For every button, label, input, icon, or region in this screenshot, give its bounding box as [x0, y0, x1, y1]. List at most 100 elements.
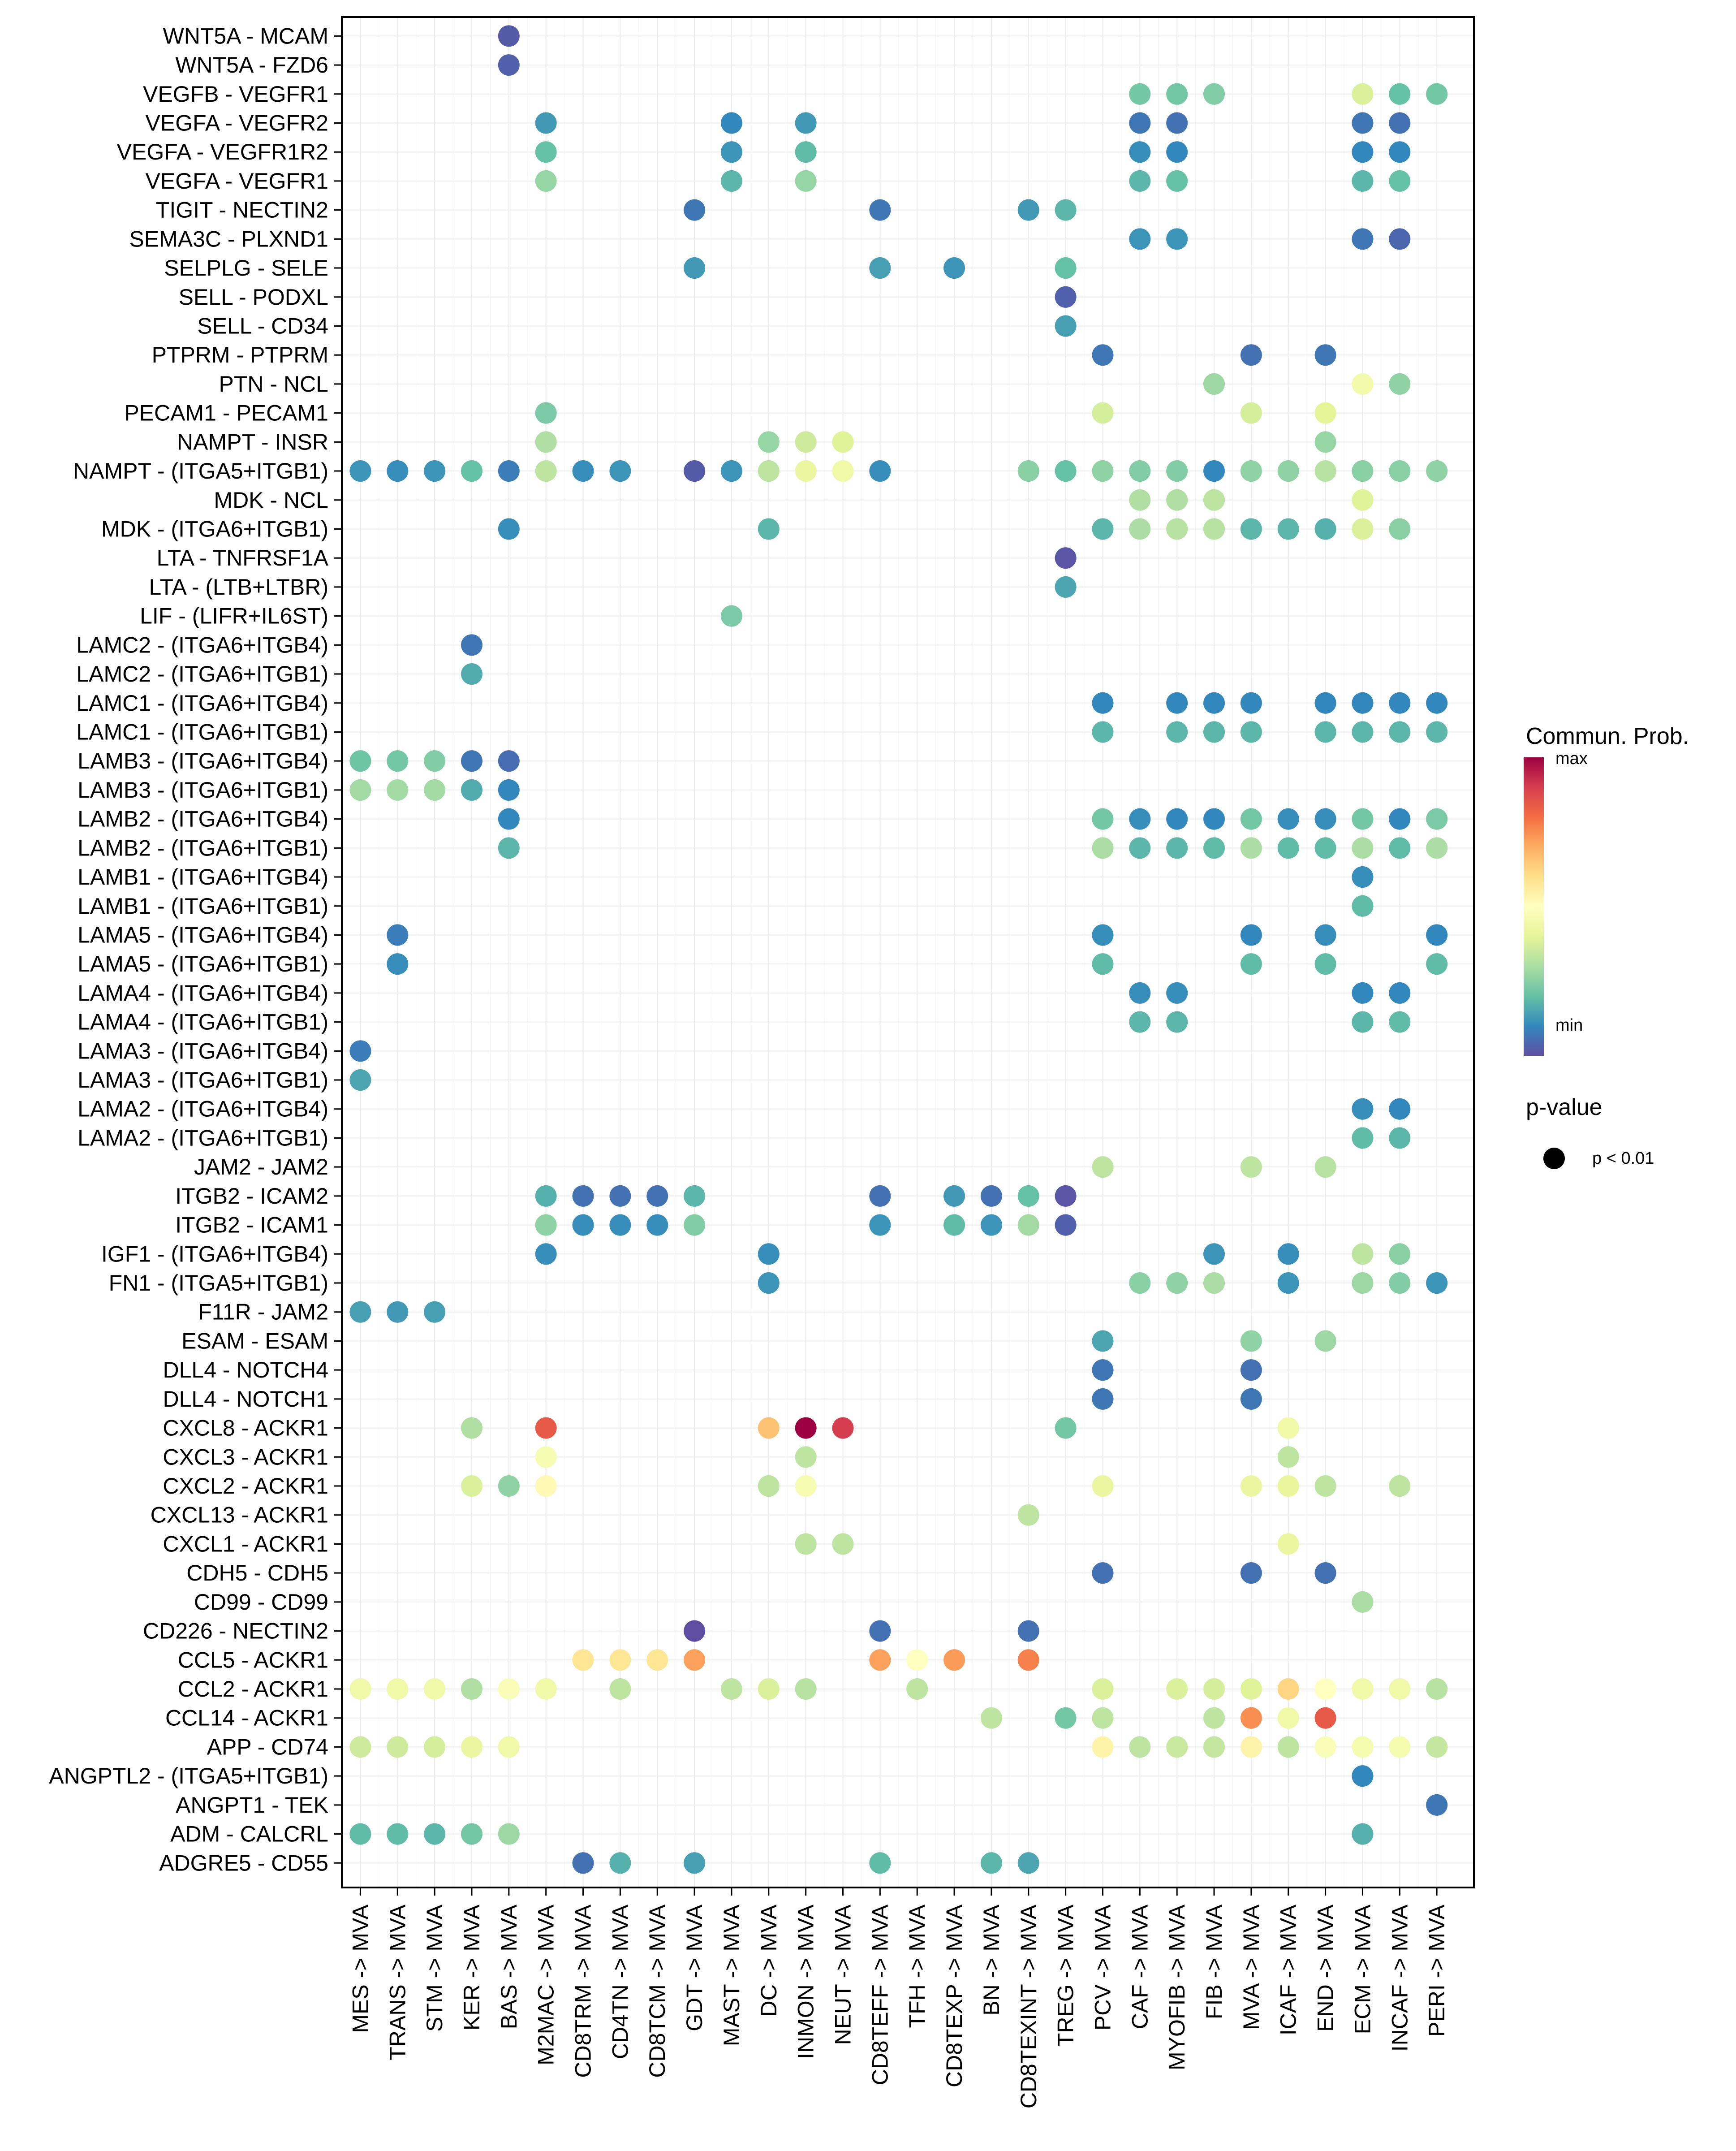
data-point	[1277, 1446, 1299, 1468]
data-point	[1017, 1852, 1039, 1874]
y-tick-label: PTN - NCL	[219, 371, 328, 397]
data-point	[758, 1272, 780, 1294]
data-point	[1129, 982, 1151, 1004]
data-point	[424, 1301, 446, 1323]
data-point	[1352, 373, 1374, 395]
x-tick-label: TRANS -> MVA	[385, 1904, 410, 2060]
data-point	[869, 460, 891, 482]
data-point	[795, 112, 817, 134]
data-point	[1277, 1707, 1299, 1729]
data-point	[1166, 170, 1188, 192]
data-point	[498, 837, 520, 859]
data-point	[609, 1649, 631, 1671]
y-tick-label: TIGIT - NECTIN2	[156, 198, 328, 223]
data-point	[535, 1475, 557, 1497]
data-point	[1277, 1678, 1299, 1700]
data-point	[1166, 112, 1188, 134]
data-point	[1426, 1272, 1448, 1294]
data-point	[1389, 1243, 1411, 1265]
data-point	[1055, 199, 1077, 221]
data-point	[1426, 953, 1448, 975]
data-point	[1314, 1562, 1336, 1584]
y-tick-label: LAMA2 - (ITGA6+ITGB1)	[78, 1125, 328, 1150]
data-point	[1389, 112, 1411, 134]
x-tick-label: M2MAC -> MVA	[534, 1904, 559, 2065]
data-point	[461, 1736, 482, 1758]
data-point	[535, 1417, 557, 1439]
data-point	[1240, 1736, 1262, 1758]
y-tick-label: LAMC1 - (ITGA6+ITGB4)	[76, 691, 328, 716]
data-point	[1055, 257, 1077, 279]
data-point	[1203, 721, 1225, 743]
y-tick-label: LAMA4 - (ITGA6+ITGB4)	[78, 980, 328, 1006]
data-point	[1129, 228, 1151, 250]
data-point	[387, 924, 409, 946]
data-point	[1426, 1736, 1448, 1758]
data-point	[1389, 808, 1411, 830]
data-point	[1017, 1620, 1039, 1642]
data-point	[349, 1736, 371, 1758]
y-tick-label: CCL2 - ACKR1	[178, 1676, 328, 1702]
y-tick-label: LAMA3 - (ITGA6+ITGB4)	[78, 1038, 328, 1063]
data-point	[535, 402, 557, 424]
data-point	[1277, 1243, 1299, 1265]
data-point	[795, 1417, 817, 1439]
data-point	[832, 1533, 854, 1555]
data-point	[498, 1475, 520, 1497]
data-point	[1277, 837, 1299, 859]
data-point	[1203, 1678, 1225, 1700]
x-axis: MES -> MVA TRANS -> MVA STM -> MVA KER -> M…	[348, 1888, 1449, 2108]
data-point	[1314, 924, 1336, 946]
data-point	[1166, 1678, 1188, 1700]
data-point	[1314, 1330, 1336, 1352]
size-legend-label: p < 0.01	[1592, 1149, 1654, 1168]
data-point	[1314, 721, 1336, 743]
data-point	[758, 431, 780, 453]
data-point	[424, 460, 446, 482]
y-tick-label: ANGPT1 - TEK	[176, 1792, 328, 1818]
data-point	[684, 1214, 706, 1236]
data-point	[1129, 112, 1151, 134]
data-point	[1203, 518, 1225, 540]
data-point	[349, 460, 371, 482]
data-point	[1240, 1707, 1262, 1729]
data-point	[832, 460, 854, 482]
data-point	[1240, 837, 1262, 859]
data-point	[1352, 982, 1374, 1004]
data-point	[795, 460, 817, 482]
data-point	[1426, 83, 1448, 105]
data-point	[1240, 953, 1262, 975]
data-point	[720, 1678, 742, 1700]
y-tick-label: SELL - CD34	[197, 313, 328, 338]
data-point	[1129, 1011, 1151, 1033]
data-point	[609, 1678, 631, 1700]
data-point	[1092, 721, 1114, 743]
data-point	[1092, 460, 1114, 482]
y-tick-label: LAMA4 - (ITGA6+ITGB1)	[78, 1010, 328, 1035]
data-point	[1352, 518, 1374, 540]
data-point	[1314, 344, 1336, 366]
data-point	[1352, 1243, 1374, 1265]
size-legend-title: p-value	[1526, 1094, 1602, 1120]
y-tick-label: JAM2 - JAM2	[194, 1154, 328, 1179]
data-point	[1017, 1214, 1039, 1236]
x-tick-label: GDT -> MVA	[682, 1904, 707, 2031]
data-point	[1389, 1272, 1411, 1294]
data-point	[424, 1678, 446, 1700]
data-point	[349, 779, 371, 801]
data-point	[609, 1214, 631, 1236]
y-tick-label: LAMC2 - (ITGA6+ITGB4)	[76, 632, 328, 657]
data-point	[1352, 141, 1374, 163]
y-tick-label: SELL - PODXL	[179, 285, 328, 310]
data-point	[943, 1214, 965, 1236]
x-tick-label: MVA -> MVA	[1239, 1904, 1264, 2030]
data-point	[720, 460, 742, 482]
y-tick-label: APP - CD74	[207, 1734, 328, 1759]
data-point	[1092, 344, 1114, 366]
data-point	[387, 953, 409, 975]
data-point	[1352, 808, 1374, 830]
data-point	[1017, 1504, 1039, 1526]
y-tick-label: NAMPT - INSR	[177, 429, 328, 454]
data-point	[943, 1649, 965, 1671]
y-tick-label: LAMC1 - (ITGA6+ITGB1)	[76, 719, 328, 744]
